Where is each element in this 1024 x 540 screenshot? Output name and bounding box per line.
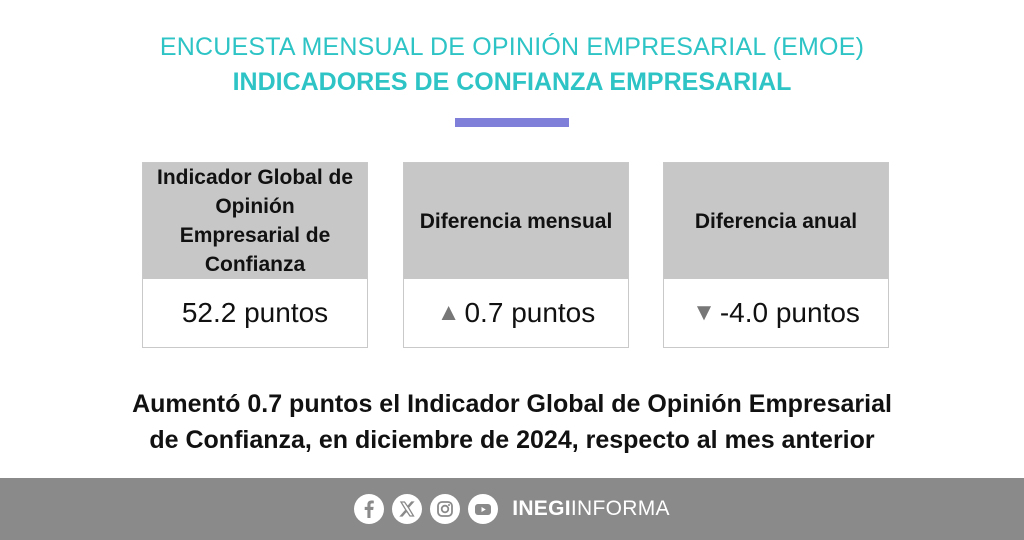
header-title-line2: INDICADORES DE CONFIANZA EMPRESARIAL — [232, 68, 792, 96]
card-title: Diferencia mensual — [404, 163, 628, 279]
x-icon[interactable] — [392, 494, 423, 524]
card-title: Indicador Global de Opinión Empresarial … — [143, 163, 367, 279]
card-value: 52.2 puntos — [143, 279, 367, 347]
summary-statement: Aumentó 0.7 puntos el Indicador Global d… — [0, 386, 1024, 458]
card-value: ▲ 0.7 puntos — [404, 279, 628, 347]
brand-rest: INFORMA — [570, 497, 670, 520]
youtube-icon[interactable] — [468, 494, 499, 524]
card-global-indicator: Indicador Global de Opinión Empresarial … — [142, 162, 368, 348]
brand-bold: INEGI — [512, 497, 571, 520]
card-title: Diferencia anual — [664, 163, 888, 279]
header-title-line1: ENCUESTA MENSUAL DE OPINIÓN EMPRESARIAL … — [159, 33, 865, 61]
card-value-text: 52.2 puntos — [181, 297, 329, 328]
arrow-up-icon: ▲ — [436, 299, 461, 326]
card-value: ▼ -4.0 puntos — [664, 279, 888, 347]
instagram-icon[interactable] — [430, 494, 461, 524]
card-monthly-difference: Diferencia mensual ▲ 0.7 puntos — [403, 162, 629, 348]
arrow-down-icon: ▼ — [692, 299, 716, 326]
footer-bar: INEGIINFORMA — [0, 478, 1024, 540]
summary-line1: Aumentó 0.7 puntos el Indicador Global d… — [132, 390, 892, 418]
summary-line2: de Confianza, en diciembre de 2024, resp… — [149, 426, 875, 454]
card-annual-difference: Diferencia anual ▼ -4.0 puntos — [663, 162, 889, 348]
header-divider — [455, 118, 569, 127]
card-value-text: -4.0 puntos — [719, 297, 860, 328]
card-value-text: 0.7 puntos — [464, 297, 596, 328]
facebook-icon[interactable] — [354, 494, 385, 524]
brand-logo: INEGIINFORMA — [512, 497, 670, 521]
